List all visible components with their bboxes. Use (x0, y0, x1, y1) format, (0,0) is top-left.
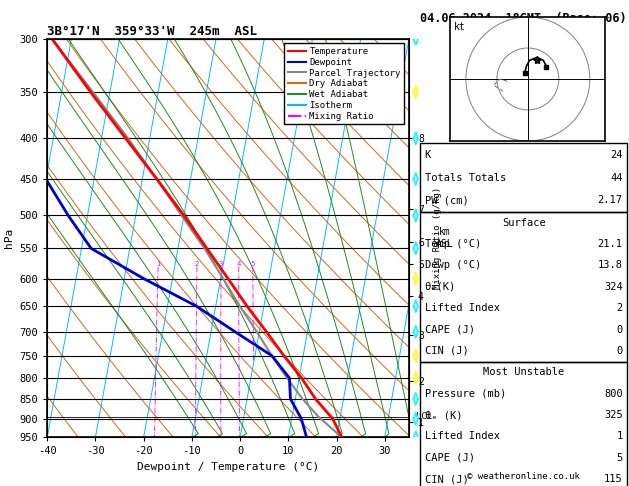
Text: Lifted Index: Lifted Index (425, 432, 499, 441)
Text: 2: 2 (195, 261, 199, 267)
Text: Dewp (°C): Dewp (°C) (425, 260, 481, 270)
Text: 325: 325 (604, 410, 623, 420)
Text: θₑ (K): θₑ (K) (425, 410, 462, 420)
X-axis label: Dewpoint / Temperature (°C): Dewpoint / Temperature (°C) (137, 462, 319, 472)
Text: CIN (J): CIN (J) (425, 346, 469, 356)
Y-axis label: km
ASL: km ASL (436, 227, 454, 249)
Text: CAPE (J): CAPE (J) (425, 453, 475, 463)
Text: 115: 115 (604, 474, 623, 484)
Text: 44: 44 (610, 173, 623, 183)
Text: Surface: Surface (502, 218, 545, 227)
Text: © weatheronline.co.uk: © weatheronline.co.uk (467, 472, 580, 481)
Text: Most Unstable: Most Unstable (483, 367, 564, 377)
Legend: Temperature, Dewpoint, Parcel Trajectory, Dry Adiabat, Wet Adiabat, Isotherm, Mi: Temperature, Dewpoint, Parcel Trajectory… (284, 43, 404, 124)
Text: Lifted Index: Lifted Index (425, 303, 499, 313)
Text: 800: 800 (604, 389, 623, 399)
Text: 1: 1 (616, 432, 623, 441)
Text: 3B°17'N  359°33'W  245m  ASL: 3B°17'N 359°33'W 245m ASL (47, 25, 257, 38)
Text: 4: 4 (237, 261, 241, 267)
Text: 2.17: 2.17 (598, 195, 623, 206)
Text: CAPE (J): CAPE (J) (425, 325, 475, 334)
Text: 04.06.2024  18GMT  (Base: 06): 04.06.2024 18GMT (Base: 06) (420, 12, 627, 25)
Text: 5: 5 (616, 453, 623, 463)
Text: Temp (°C): Temp (°C) (425, 239, 481, 249)
Text: LCL: LCL (416, 412, 432, 421)
Text: 13.8: 13.8 (598, 260, 623, 270)
Y-axis label: hPa: hPa (4, 228, 14, 248)
Text: Mixing Ratio (g/kg): Mixing Ratio (g/kg) (433, 187, 442, 289)
Text: θₑ(K): θₑ(K) (425, 282, 456, 292)
Text: 1: 1 (156, 261, 160, 267)
Text: Totals Totals: Totals Totals (425, 173, 506, 183)
Text: 24: 24 (610, 150, 623, 160)
Text: kt: kt (454, 22, 465, 32)
Text: 324: 324 (604, 282, 623, 292)
Text: 2: 2 (616, 303, 623, 313)
Text: CIN (J): CIN (J) (425, 474, 469, 484)
Text: 0: 0 (616, 346, 623, 356)
Text: K: K (425, 150, 431, 160)
Text: Pressure (mb): Pressure (mb) (425, 389, 506, 399)
Text: 21.1: 21.1 (598, 239, 623, 249)
Text: PW (cm): PW (cm) (425, 195, 469, 206)
Bar (420, 143, 627, 212)
Bar (420, 212, 627, 362)
Text: 5: 5 (250, 261, 255, 267)
Text: 3: 3 (219, 261, 223, 267)
Bar (420, 362, 627, 486)
Text: 0: 0 (616, 325, 623, 334)
